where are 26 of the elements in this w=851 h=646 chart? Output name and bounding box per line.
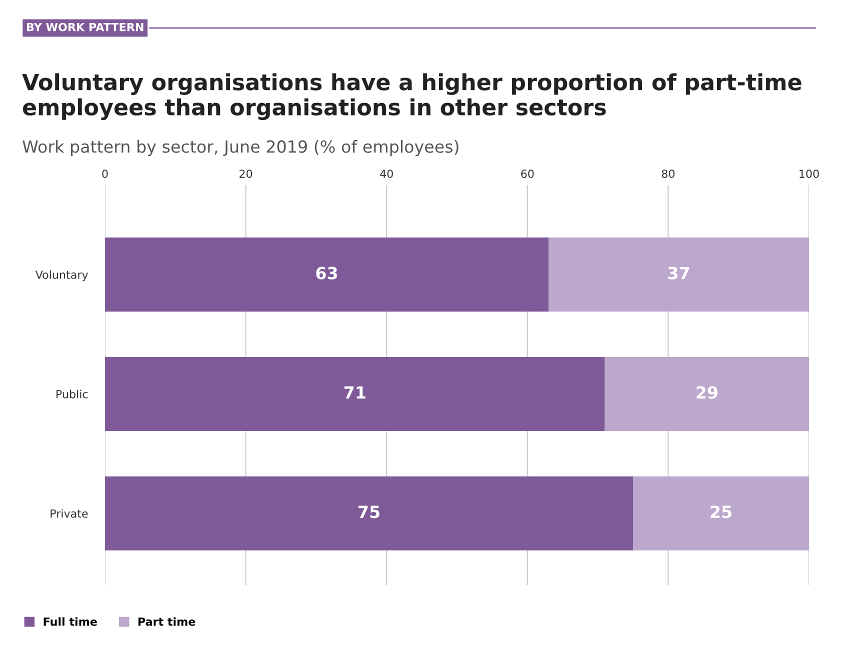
- bar: [604, 356, 809, 431]
- data-label: 63: [316, 266, 338, 280]
- data-label: 71: [344, 386, 366, 399]
- x-tick-label: 100: [800, 170, 819, 178]
- data-label: 29: [696, 386, 718, 399]
- y-tick-label: Private: [50, 509, 88, 518]
- bar: [105, 476, 633, 550]
- y-tick-label: Public: [56, 390, 88, 398]
- bar: [105, 238, 549, 312]
- data-label: 25: [710, 506, 732, 518]
- chart-title: Voluntary organisations have a higher proportion of part-time employees than organisations in other sectors: [22, 73, 802, 120]
- legend-label: Full time: [44, 617, 97, 626]
- bar: [633, 476, 809, 550]
- bar: [548, 238, 809, 312]
- chart-subtitle: Work pattern by sector, June 2019 (% of employees): [22, 140, 458, 156]
- legend-label: Part time: [138, 617, 196, 626]
- data-label: 37: [668, 266, 690, 280]
- data-label: 75: [358, 506, 380, 518]
- x-tick-label: 0: [102, 170, 108, 178]
- x-tick-label: 20: [240, 170, 252, 178]
- text: BY WORK PATTERN: [27, 22, 144, 32]
- x-tick-label: 80: [662, 170, 675, 178]
- x-tick-label: 40: [380, 170, 393, 178]
- y-tick-label: Voluntary: [35, 270, 88, 282]
- x-tick-label: 60: [521, 170, 534, 178]
- bar: [105, 356, 605, 431]
